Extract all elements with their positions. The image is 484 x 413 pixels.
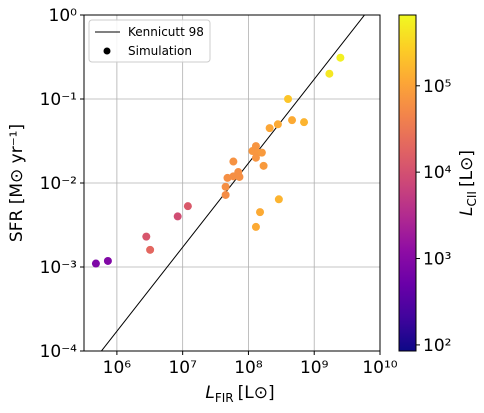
data-point bbox=[325, 69, 334, 78]
data-point bbox=[288, 116, 297, 125]
x-axis-label: LFIR [L⊙] bbox=[205, 383, 274, 405]
colorbar bbox=[398, 14, 417, 352]
x-tick-label: 10⁸ bbox=[234, 358, 263, 378]
data-point bbox=[146, 245, 155, 254]
data-point bbox=[221, 190, 230, 199]
legend-box bbox=[88, 19, 211, 63]
plot-area bbox=[84, 15, 380, 351]
data-point bbox=[251, 222, 260, 231]
data-point bbox=[284, 95, 293, 103]
x-tick-label: 10¹⁰ bbox=[362, 358, 397, 378]
y-tick-label: 10⁻¹ bbox=[40, 90, 77, 110]
data-point bbox=[273, 120, 282, 129]
x-tick-label: 10⁹ bbox=[300, 358, 329, 378]
y-tick-label: 10⁻⁴ bbox=[40, 342, 78, 362]
colorbar-tick-label: 10³ bbox=[423, 250, 451, 270]
data-point bbox=[183, 202, 192, 211]
y-tick-label: 10⁻² bbox=[40, 174, 77, 194]
legend-marker bbox=[103, 47, 111, 55]
y-tick-label: 10⁻³ bbox=[40, 258, 77, 278]
data-point bbox=[173, 212, 182, 221]
data-point bbox=[142, 232, 151, 241]
y-tick-label: 10⁰ bbox=[49, 6, 78, 26]
y-axis-label: SFR [M⊙ yr⁻¹] bbox=[7, 124, 27, 242]
data-point bbox=[274, 195, 283, 204]
data-point bbox=[259, 161, 268, 170]
legend-label: Kennicutt 98 bbox=[128, 25, 204, 39]
data-point bbox=[221, 182, 230, 191]
legend-label: Simulation bbox=[128, 44, 192, 58]
colorbar-tick-label: 10² bbox=[423, 336, 451, 356]
fit-line bbox=[100, 15, 366, 351]
data-point bbox=[235, 172, 244, 181]
x-tick-label: 10⁶ bbox=[103, 358, 132, 378]
data-point bbox=[103, 256, 112, 265]
colorbar-label: LCII[L⊙] bbox=[457, 150, 479, 216]
colorbar-tick-label: 10⁴ bbox=[423, 163, 452, 183]
x-tick-label: 10⁷ bbox=[168, 358, 197, 378]
data-point bbox=[257, 148, 266, 157]
data-point bbox=[91, 259, 100, 268]
data-point bbox=[251, 142, 260, 151]
colorbar-tick-label: 10⁵ bbox=[423, 77, 451, 97]
data-point bbox=[336, 53, 345, 62]
data-point bbox=[265, 124, 274, 133]
data-point bbox=[300, 118, 309, 127]
legend: Kennicutt 98 Simulation bbox=[88, 19, 211, 63]
data-point bbox=[251, 153, 260, 162]
data-point bbox=[229, 157, 238, 166]
data-point bbox=[256, 208, 265, 217]
